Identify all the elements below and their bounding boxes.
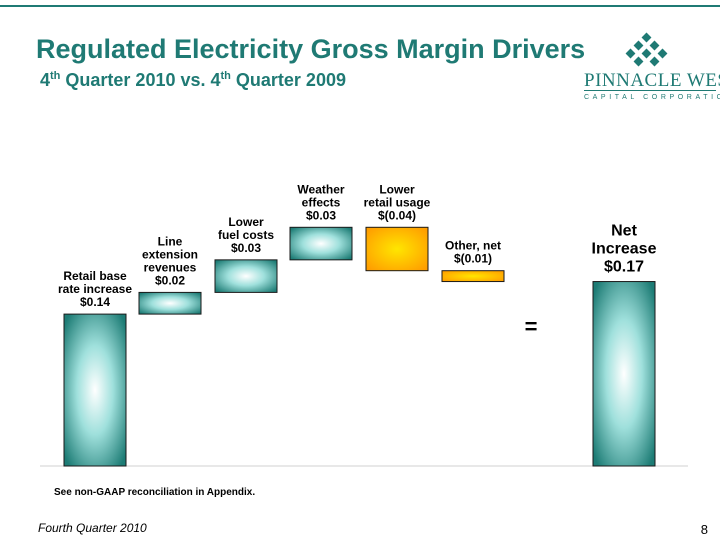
bar-label-line: $0.02 bbox=[155, 273, 185, 287]
slide-title: Regulated Electricity Gross Margin Drive… bbox=[36, 34, 586, 64]
bar-label-line: $(0.04) bbox=[378, 208, 416, 222]
bar-label-line: $0.14 bbox=[80, 295, 110, 309]
subtitle-part: Quarter 2010 vs. 4 bbox=[60, 70, 221, 90]
bar-label-line: $0.03 bbox=[231, 241, 261, 255]
bar-label-line: rate increase bbox=[58, 282, 132, 296]
bar-label-line: Weather bbox=[297, 182, 344, 196]
bar-label-4: Lower retail usage $(0.04) bbox=[364, 182, 431, 222]
bars-group bbox=[63, 226, 656, 467]
subtitle-superscript: th bbox=[50, 70, 61, 82]
page-number: 8 bbox=[700, 522, 708, 537]
bar-3 bbox=[289, 226, 353, 261]
logo-wordmark: PINNACLE WEST bbox=[584, 70, 720, 91]
bar-2 bbox=[214, 259, 278, 293]
bar-label-line: effects bbox=[302, 195, 341, 209]
bar-label-line: Retail base bbox=[63, 269, 127, 283]
bar-label-6: Net Increase $0.17 bbox=[592, 223, 657, 276]
bar-1 bbox=[138, 291, 202, 315]
bar-0 bbox=[63, 313, 127, 467]
bar-label-line: fuel costs bbox=[218, 228, 274, 242]
footer-text: Fourth Quarter 2010 bbox=[38, 521, 147, 535]
subtitle-part: 4 bbox=[40, 70, 51, 90]
bar-4 bbox=[365, 226, 429, 272]
bar-label-line: extension bbox=[142, 247, 198, 261]
bar-label-line: retail usage bbox=[364, 195, 431, 209]
bar-label-5: Other, net $(0.01) bbox=[445, 239, 501, 266]
bar-label-line: Line bbox=[158, 234, 183, 248]
equals-sign: = bbox=[525, 314, 538, 339]
slide-subtitle: 4th Quarter 2010 vs. 4th Quarter 2009 bbox=[40, 70, 346, 91]
logo-rule bbox=[584, 90, 716, 91]
bar-label-line: $0.03 bbox=[306, 208, 336, 222]
bar-label-line: Increase bbox=[592, 241, 657, 258]
bar-label-2: Lower fuel costs $0.03 bbox=[218, 215, 274, 255]
logo-subtitle: CAPITAL CORPORATION bbox=[584, 94, 720, 101]
bar-label-3: Weather effects $0.03 bbox=[297, 182, 344, 222]
bar-label-line: $0.17 bbox=[604, 259, 644, 276]
bar-label-line: Lower bbox=[379, 182, 415, 196]
reconciliation-note: See non-GAAP reconciliation in Appendix. bbox=[54, 487, 256, 498]
subtitle-part: Quarter 2009 bbox=[230, 70, 346, 90]
bar-label-line: Net bbox=[611, 223, 637, 240]
bar-label-line: $(0.01) bbox=[454, 252, 492, 266]
pinnacle-west-logo-icon bbox=[625, 32, 668, 67]
bar-label-line: revenues bbox=[144, 260, 197, 274]
subtitle-superscript: th bbox=[220, 70, 231, 82]
bar-label-line: Other, net bbox=[445, 239, 501, 253]
top-rule bbox=[0, 5, 720, 7]
bar-label-0: Retail base rate increase $0.14 bbox=[58, 269, 132, 309]
bar-label-1: Line extension revenues $0.02 bbox=[142, 234, 198, 287]
bar-label-line: Lower bbox=[228, 215, 264, 229]
bar-6 bbox=[592, 281, 656, 467]
bar-5 bbox=[441, 270, 505, 283]
